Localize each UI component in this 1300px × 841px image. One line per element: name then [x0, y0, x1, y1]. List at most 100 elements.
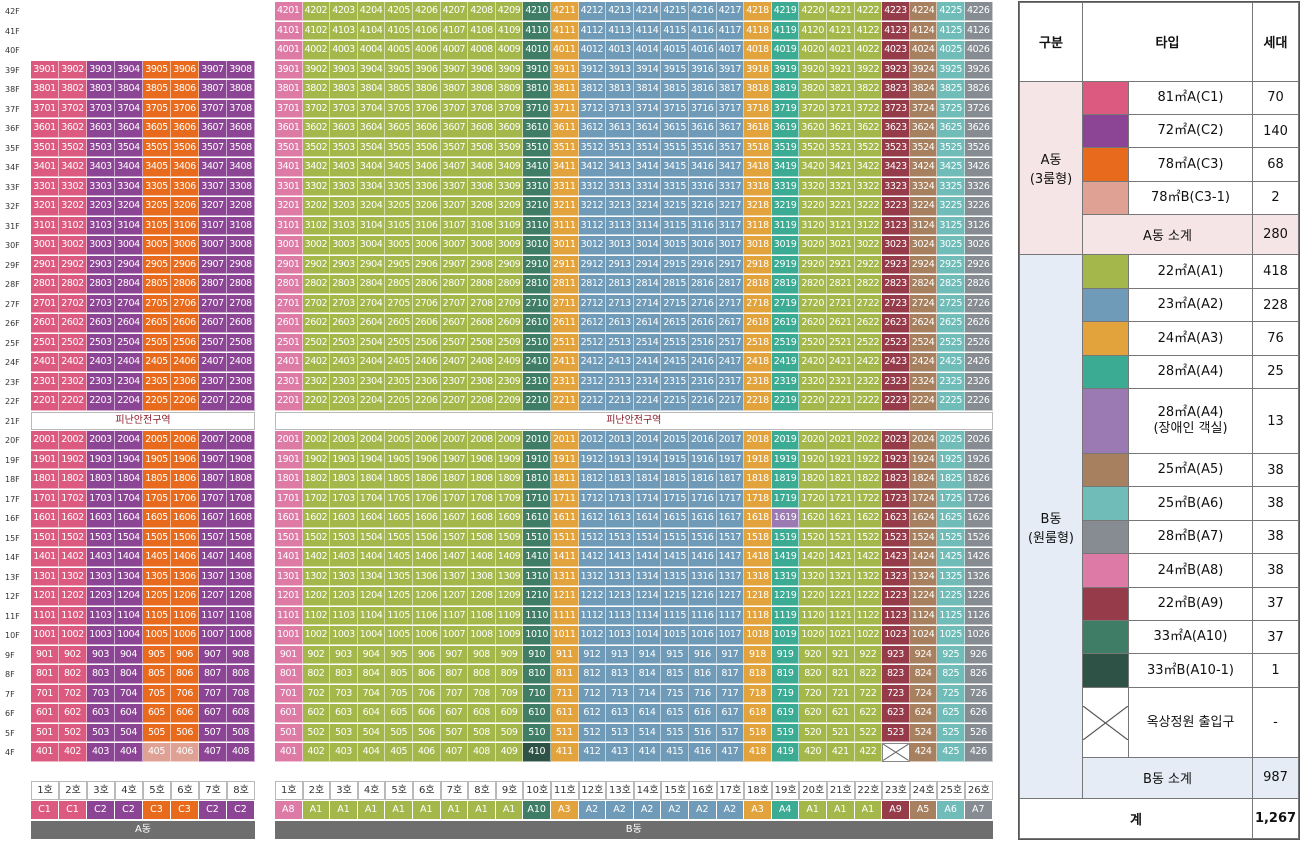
- unit-cell: 1019: [771, 626, 800, 645]
- unit-cell: 1109: [495, 606, 524, 625]
- unit-cell: 3801: [31, 80, 59, 99]
- unit-cell: 1026: [965, 626, 993, 645]
- unit-cell: 826: [965, 665, 993, 684]
- unit-cell: 1015: [661, 626, 689, 645]
- unit-cell: 3102: [302, 216, 331, 235]
- legend-type: 81㎡A(C1): [1128, 80, 1253, 115]
- unit-cell: 3804: [115, 80, 143, 99]
- unit-cell: 2301: [31, 372, 59, 391]
- legend-swatch: [1082, 653, 1129, 688]
- unit-cell: 3502: [302, 138, 331, 157]
- b-dong-bar: B동: [275, 821, 993, 839]
- unit-cell: 2818: [744, 275, 772, 294]
- unit-cell: 3401: [31, 158, 59, 177]
- unit-cell: 2523: [882, 333, 910, 352]
- unit-cell: 2809: [495, 275, 524, 294]
- unit-cell: 3319: [771, 177, 800, 196]
- legend-type: 33㎡B(A10-1): [1128, 653, 1253, 688]
- unit-cell: 610: [523, 704, 551, 723]
- unit-cell: 526: [965, 723, 993, 742]
- unit-cell: 2303: [87, 372, 115, 391]
- unit-cell: 2513: [606, 333, 634, 352]
- unit-cell: 2201: [275, 392, 303, 411]
- unit-cell: 1025: [937, 626, 965, 645]
- unit-type-label: A1: [827, 801, 855, 819]
- unit-cell: 3804: [357, 80, 386, 99]
- unit-cell: 2605: [385, 314, 413, 333]
- unit-cell: 2423: [882, 353, 910, 372]
- unit-cell: 3210: [523, 197, 551, 216]
- unit-cell: 3824: [909, 80, 938, 99]
- unit-cell: 1812: [578, 470, 607, 489]
- unit-cell: 3513: [606, 138, 634, 157]
- unit-cell: 3519: [771, 138, 800, 157]
- unit-cell: 3221: [827, 197, 855, 216]
- unit-cell: 922: [854, 645, 883, 664]
- unit-cell: 1815: [661, 470, 689, 489]
- unit-cell: 1006: [413, 626, 441, 645]
- unit-cell: 3503: [330, 138, 358, 157]
- unit-cell: 3304: [357, 177, 386, 196]
- unit-column-header: 7호: [440, 781, 469, 800]
- unit-cell: 917: [716, 645, 745, 664]
- unit-column-header: 25호: [937, 781, 965, 800]
- unit-cell: 2008: [227, 431, 255, 450]
- unit-cell: 1706: [413, 489, 441, 508]
- unit-cell: 1513: [606, 528, 634, 547]
- unit-cell: 3902: [59, 60, 87, 79]
- unit-cell: 2023: [882, 431, 910, 450]
- unit-cell: 2415: [661, 353, 689, 372]
- unit-cell: 404: [357, 743, 386, 762]
- unit-cell: 1608: [227, 509, 255, 528]
- unit-cell: 2709: [495, 294, 524, 313]
- unit-cell: 805: [385, 665, 413, 684]
- unit-cell: 915: [661, 645, 689, 664]
- unit-cell: 1512: [578, 528, 607, 547]
- unit-cell: 1805: [385, 470, 413, 489]
- unit-cell: 1408: [227, 548, 255, 567]
- unit-cell: 3406: [413, 158, 441, 177]
- unit-cell: 1904: [115, 450, 143, 469]
- unit-cell: 1717: [716, 489, 745, 508]
- unit-cell: 822: [854, 665, 883, 684]
- unit-cell: 3310: [523, 177, 551, 196]
- unit-cell: 3516: [689, 138, 717, 157]
- unit-cell: 3122: [854, 216, 883, 235]
- unit-cell: 506: [413, 723, 441, 742]
- unit-type-label: A2: [633, 801, 662, 819]
- unit-cell: 606: [413, 704, 441, 723]
- unit-cell: 2315: [661, 372, 689, 391]
- unit-cell: 3602: [59, 119, 87, 138]
- unit-cell: 903: [330, 645, 358, 664]
- unit-type-label: A10: [523, 801, 551, 819]
- unit-cell: 1301: [31, 567, 59, 586]
- unit-cell: 825: [937, 665, 965, 684]
- unit-cell: 2601: [31, 314, 59, 333]
- unit-cell: 3517: [716, 138, 745, 157]
- unit-cell: 1906: [413, 450, 441, 469]
- unit-cell: 3525: [937, 138, 965, 157]
- unit-cell: 1617: [716, 509, 745, 528]
- unit-cell: 1716: [689, 489, 717, 508]
- unit-cell: 612: [578, 704, 607, 723]
- unit-cell: 808: [468, 665, 496, 684]
- unit-column-header: 1호: [275, 781, 303, 800]
- unit-cell: 1207: [199, 587, 227, 606]
- unit-cell: 4021: [827, 41, 855, 60]
- unit-cell: 3606: [413, 119, 441, 138]
- unit-cell: 1618: [744, 509, 772, 528]
- unit-cell: 2503: [330, 333, 358, 352]
- unit-cell: 1113: [606, 606, 634, 625]
- legend-swatch: [1082, 287, 1129, 323]
- unit-cell: 3212: [578, 197, 607, 216]
- unit-cell: 3118: [744, 216, 772, 235]
- legend-row: 78㎡A(C3) 68: [1020, 147, 1299, 182]
- unit-cell: 1725: [937, 489, 965, 508]
- unit-cell: 1509: [495, 528, 524, 547]
- unit-column-header: 3호: [330, 781, 358, 800]
- unit-cell: 1901: [31, 450, 59, 469]
- unit-cell: 1706: [171, 489, 199, 508]
- unit-cell: 2013: [606, 431, 634, 450]
- unit-cell: 1003: [330, 626, 358, 645]
- unit-cell: 401: [31, 743, 59, 762]
